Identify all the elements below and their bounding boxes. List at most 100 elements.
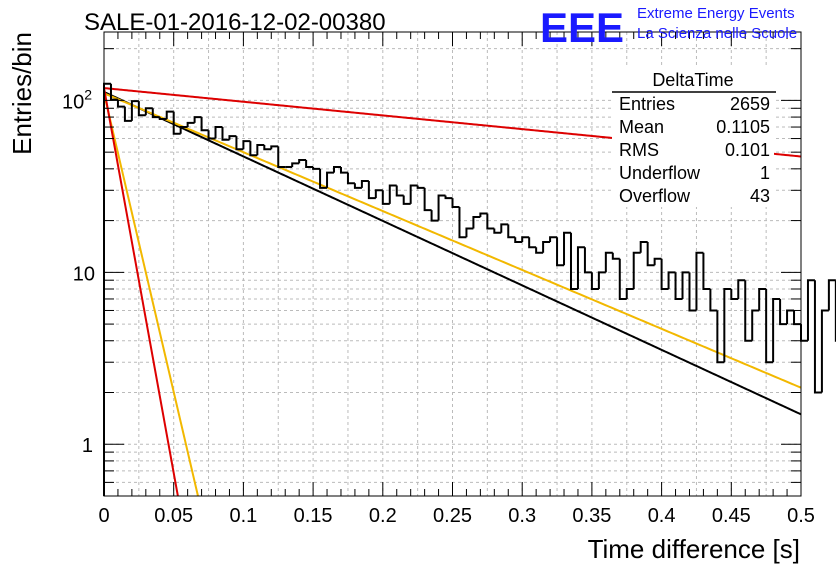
histogram-bin (235, 136, 244, 151)
stats-box: DeltaTime Entries 2659 Mean 0.1105 RMS 0… (612, 67, 776, 207)
histogram-bin (451, 198, 460, 208)
x-tick-label: 0.25 (433, 505, 472, 527)
logo-line2: La Scienza nelle Scuole (637, 25, 797, 42)
fit-curve-4 (103, 87, 179, 497)
histogram-bin (172, 111, 181, 135)
histogram-bin (820, 309, 829, 393)
histogram-bin (758, 287, 767, 311)
histogram-bin (249, 141, 258, 157)
histogram-bin (611, 252, 620, 260)
histogram-bin (639, 241, 648, 253)
fit-curve-3 (103, 93, 199, 497)
histogram-bin (590, 272, 599, 290)
histogram-bin (179, 126, 188, 134)
histogram-bin (109, 83, 118, 101)
axes: 0 0.05 0.1 0.15 0.2 0.25 0.3 0.35 0.4 0.45 0.5 1 10 1… (62, 32, 815, 527)
histogram-bin (542, 241, 551, 253)
histogram-bin (702, 252, 711, 290)
histogram-bin (158, 117, 167, 120)
histogram-bin (486, 213, 495, 230)
histogram-bin (444, 195, 453, 200)
histogram-bin (535, 247, 544, 254)
stats-label-entries: Entries (619, 94, 675, 114)
histogram-bin (402, 195, 411, 205)
stats-value-mean: 0.1105 (716, 117, 770, 137)
x-tick-label: 0 (98, 505, 109, 527)
histogram-bin (827, 279, 836, 311)
histogram-bin (667, 271, 676, 289)
histogram-bin (479, 212, 488, 217)
histogram-bin (521, 236, 530, 243)
histogram-bin (214, 126, 223, 139)
histogram-bin (388, 184, 397, 204)
x-tick-label: 0.35 (572, 505, 611, 527)
histogram-bin (493, 228, 502, 234)
histogram-bin (514, 237, 523, 244)
histogram-bin (360, 179, 369, 188)
histogram-bin (688, 272, 697, 312)
histogram-bin (597, 271, 606, 289)
histogram-bin (528, 237, 537, 249)
histogram-bin (381, 190, 390, 205)
histogram-bin (625, 287, 634, 299)
histogram-bin (751, 309, 760, 341)
histogram-bin (263, 145, 272, 151)
histogram-bin (779, 298, 788, 326)
grid-lines (104, 32, 801, 496)
x-axis-label: Time difference [s] (588, 534, 800, 564)
histogram-bin (137, 101, 146, 117)
histogram-bin (326, 171, 335, 188)
histogram-bin (737, 279, 746, 299)
fit-curve-1 (103, 92, 802, 389)
histogram-bin (800, 324, 808, 342)
histogram-bin (193, 116, 202, 123)
histogram-bin (200, 117, 209, 132)
histogram-bin (270, 145, 279, 150)
histogram-bin (723, 287, 732, 363)
histogram-bin (277, 146, 286, 168)
histogram-bin (674, 272, 683, 300)
histogram-bin (291, 162, 300, 167)
histogram-bin (793, 310, 801, 326)
histogram-bin (409, 184, 418, 204)
histogram-bin (242, 140, 251, 150)
histogram-bin (151, 108, 160, 119)
y-tick-label: 102 (62, 86, 92, 113)
histogram-bin (221, 127, 230, 141)
x-tick-label: 0.3 (508, 505, 536, 527)
histogram-bin (339, 166, 348, 174)
histogram-bin (395, 185, 404, 197)
histogram-bin (374, 189, 383, 199)
y-tick-label: 10 (73, 263, 95, 285)
histogram-bin (549, 236, 558, 243)
histogram-bin (653, 257, 662, 266)
histogram-bin (786, 309, 795, 325)
stats-label-underflow: Underflow (619, 163, 701, 183)
histogram-bin (507, 224, 516, 239)
histogram-bin (765, 288, 774, 364)
histogram-bin (103, 82, 111, 496)
stats-value-overflow: 43 (750, 186, 770, 206)
histogram-bin (305, 160, 314, 168)
histogram-bin (681, 271, 690, 299)
histogram-bin (256, 144, 265, 156)
histogram-bin (130, 100, 139, 121)
stats-value-entries: 2659 (730, 94, 770, 114)
x-tick-label: 0.2 (369, 505, 397, 527)
histogram-bin (430, 210, 439, 222)
histogram-bin (298, 159, 307, 164)
histogram-bin (472, 215, 481, 229)
histogram-bin (660, 258, 669, 290)
histogram-bin (116, 99, 125, 108)
histogram-bin (228, 135, 237, 140)
histogram-bin (583, 247, 592, 274)
histogram-bin (346, 172, 355, 185)
stats-label-rms: RMS (619, 140, 659, 160)
x-tick-label: 0.15 (294, 505, 333, 527)
chart-title: SALE-01-2016-12-02-00380 (84, 9, 386, 36)
histogram-bin (458, 206, 467, 239)
histogram-bin (806, 279, 815, 341)
stats-label-overflow: Overflow (619, 186, 691, 206)
histogram-bin (569, 232, 578, 290)
